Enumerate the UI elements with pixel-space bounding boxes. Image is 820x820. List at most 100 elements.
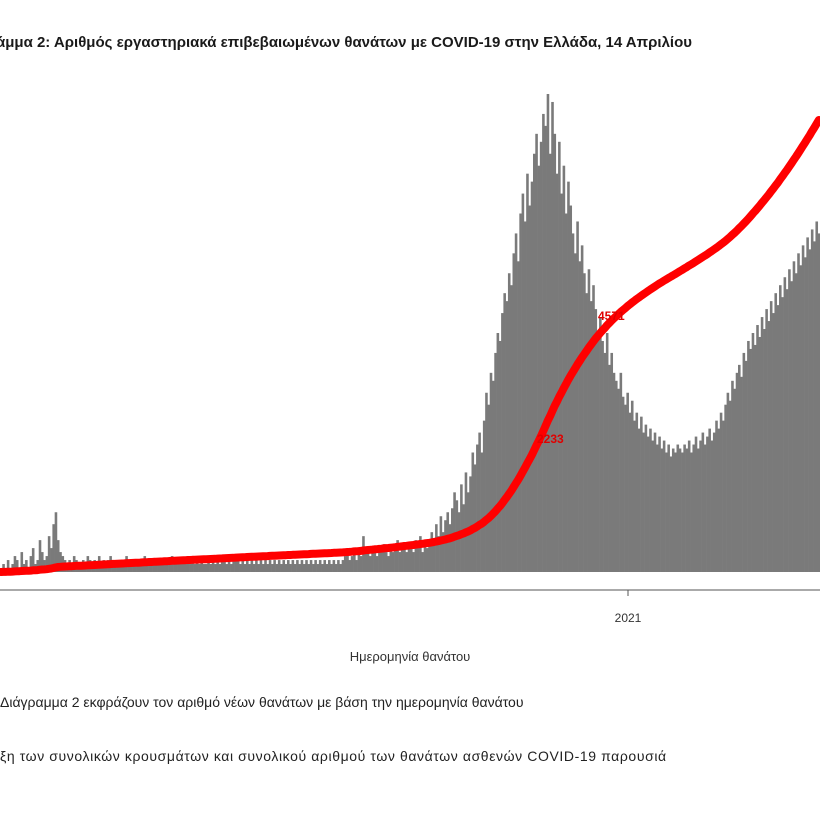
bar — [715, 420, 718, 572]
bar — [665, 452, 668, 572]
bar — [733, 388, 737, 572]
bar — [596, 333, 600, 572]
bar — [227, 560, 231, 572]
bar — [314, 560, 317, 572]
bar — [164, 560, 167, 572]
chart-title: άμμα 2: Αριθμός εργαστηριακά επιβεβαιωμέ… — [0, 34, 692, 51]
bar — [168, 560, 172, 572]
bar — [660, 448, 664, 572]
bar — [273, 560, 276, 572]
bar — [375, 556, 379, 572]
bar — [394, 544, 397, 572]
bar — [615, 380, 618, 572]
bar — [257, 564, 260, 572]
bar — [275, 564, 279, 572]
caption-line-2: ξη των συνολικών κρουσμάτων και συνολικο… — [0, 748, 667, 764]
bar — [236, 560, 240, 572]
bar — [50, 548, 53, 572]
bar — [384, 552, 388, 572]
bar — [526, 173, 529, 573]
bar — [608, 364, 611, 572]
bar — [45, 556, 49, 572]
x-axis-title-text: Ημερομηνία θανάτου — [349, 649, 471, 664]
bar — [289, 564, 292, 572]
bar — [259, 560, 263, 572]
bar — [692, 444, 696, 572]
bar — [307, 564, 311, 572]
bar — [747, 340, 750, 572]
bar — [280, 564, 283, 572]
bar — [485, 392, 488, 572]
bar — [703, 444, 707, 572]
bar — [334, 564, 338, 572]
bar — [31, 548, 35, 572]
bar — [738, 364, 741, 572]
bar — [589, 301, 593, 572]
bar — [291, 560, 295, 572]
bar — [419, 536, 422, 572]
bar — [232, 560, 235, 572]
bar — [250, 560, 254, 572]
bar — [298, 564, 301, 572]
bar — [505, 301, 509, 572]
bar — [189, 564, 192, 572]
bar — [193, 564, 197, 572]
bar — [328, 560, 331, 572]
bar — [510, 285, 513, 572]
bar — [694, 436, 698, 572]
bar — [564, 213, 568, 572]
bar — [138, 564, 142, 572]
bar — [651, 440, 655, 572]
bar — [20, 552, 24, 572]
bar — [312, 564, 315, 572]
bar — [756, 325, 759, 572]
bar — [410, 544, 413, 572]
bar — [462, 504, 465, 572]
bar — [776, 305, 780, 572]
bar — [512, 253, 516, 572]
bar — [343, 556, 347, 572]
bar — [804, 257, 807, 572]
bar — [13, 556, 17, 572]
bar — [797, 253, 800, 572]
bar — [507, 273, 511, 572]
bar — [378, 548, 381, 572]
bar — [681, 452, 684, 572]
bar — [640, 416, 643, 572]
bar — [662, 440, 666, 572]
bar — [129, 564, 133, 572]
bar — [753, 344, 757, 572]
bar — [460, 484, 463, 572]
bar — [806, 237, 809, 572]
bar — [355, 560, 358, 572]
bar — [785, 289, 789, 572]
bar — [266, 564, 270, 572]
bar — [535, 133, 538, 572]
bar — [277, 560, 281, 572]
bar — [398, 552, 402, 572]
bar — [211, 560, 215, 572]
bar — [708, 428, 711, 572]
bar — [332, 560, 336, 572]
bar — [788, 269, 791, 572]
bar — [781, 297, 784, 572]
bar — [548, 153, 552, 572]
bar — [416, 548, 420, 572]
bar — [592, 285, 595, 572]
bar — [617, 388, 620, 572]
bar — [496, 333, 500, 572]
bar — [628, 412, 632, 572]
bar — [421, 552, 424, 572]
bar — [264, 560, 267, 572]
bar — [152, 560, 156, 572]
bar — [448, 524, 452, 572]
bar — [337, 560, 340, 572]
bar — [553, 133, 557, 572]
bar — [271, 564, 274, 572]
bar — [726, 392, 730, 572]
bar — [366, 552, 370, 572]
bar — [674, 452, 677, 572]
bar — [387, 556, 390, 572]
bar — [699, 440, 702, 572]
bar — [731, 380, 734, 572]
